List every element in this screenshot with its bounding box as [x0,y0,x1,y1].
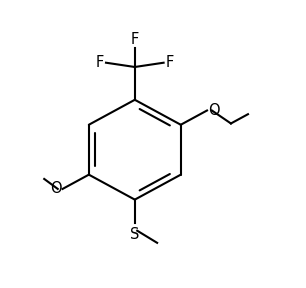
Text: S: S [130,227,140,242]
Text: O: O [208,103,220,118]
Text: F: F [131,32,139,47]
Text: F: F [166,55,174,70]
Text: F: F [96,55,104,70]
Text: O: O [50,181,62,196]
